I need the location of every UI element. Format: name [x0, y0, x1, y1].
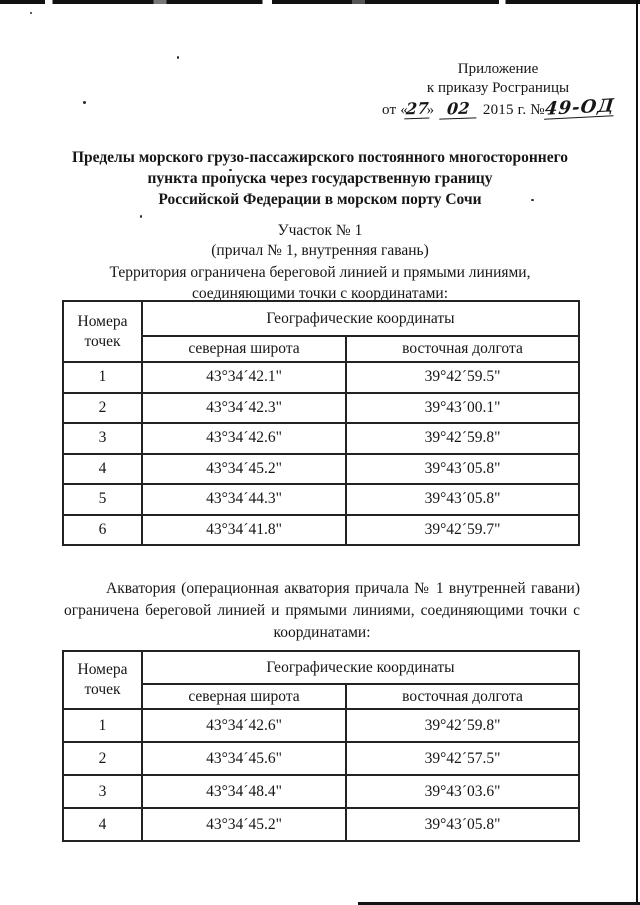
table-row: 2 43°34´42.3" 39°43´00.1" [62, 391, 580, 424]
handwritten-month: 02 [439, 98, 478, 120]
longitude-value: 39°42´59.8" [345, 708, 580, 743]
title-line-2: пункта пропуска через государственную гр… [147, 170, 493, 187]
column-header-geographic-coordinates: Географические координаты [141, 650, 580, 685]
column-header-geographic-coordinates: Географические координаты [141, 300, 580, 337]
section-heading-uchastok: Участок № 1 [277, 222, 363, 239]
longitude-value: 39°43´05.8" [345, 452, 580, 485]
latitude-value: 43°34´42.6" [141, 422, 347, 455]
point-number: 2 [62, 391, 143, 424]
scan-speckle [140, 215, 142, 218]
longitude-value: 39°42´59.8" [345, 422, 580, 455]
scan-speckle [177, 56, 179, 59]
latitude-value: 43°34´44.3" [141, 483, 347, 516]
longitude-value: 39°43´05.8" [345, 483, 580, 516]
longitude-value: 39°43´00.1" [345, 391, 580, 424]
point-number: 3 [62, 422, 143, 455]
point-number: 2 [62, 741, 143, 776]
latitude-value: 43°34´45.2" [141, 807, 347, 842]
latitude-value: 43°34´42.6" [141, 708, 347, 743]
handwritten-day: 27 [404, 98, 431, 120]
territory-coordinates-table: Номера точек Географические координаты с… [62, 300, 580, 546]
longitude-value: 39°42´57.5" [345, 741, 580, 776]
point-number: 1 [62, 708, 143, 743]
point-number: 3 [62, 774, 143, 809]
point-number: 4 [62, 807, 143, 842]
point-number: 4 [62, 452, 143, 485]
annex-line-prilozhenie: Приложение [457, 61, 539, 77]
title-line-1: Пределы морского грузо-пассажирского пос… [71, 149, 569, 166]
scan-artifact-top-edge [0, 0, 640, 4]
table-row: 6 43°34´41.8" 39°42´59.7" [62, 513, 580, 546]
water-area-coordinates-table: Номера точек Географические координаты с… [62, 650, 580, 842]
longitude-value: 39°43´03.6" [345, 774, 580, 809]
table-row: 5 43°34´44.3" 39°43´05.8" [62, 483, 580, 516]
section-heading-prichal: (причал № 1, внутренняя гавань) [211, 242, 429, 259]
column-header-north-latitude: северная широта [141, 683, 347, 710]
point-number: 1 [62, 361, 143, 394]
scan-speckle [30, 12, 32, 14]
column-header-east-longitude: восточная долгота [345, 335, 580, 363]
water-area-paragraph: Акватория (операционная акватория причал… [64, 580, 580, 641]
column-header-point-numbers: Номера точек [62, 300, 143, 363]
annex-header-block: Приложение к приказу Росграницы от «27» … [372, 60, 624, 120]
scan-speckle [531, 199, 534, 201]
scan-artifact-bottom-edge [358, 902, 640, 905]
date-close-quote: » [426, 102, 435, 118]
handwritten-order-number: 49-ОД [543, 95, 616, 120]
point-number: 6 [62, 513, 143, 546]
longitude-value: 39°43´05.8" [345, 807, 580, 842]
table-row: 1 43°34´42.6" 39°42´59.8" [62, 708, 580, 743]
scan-artifact-right-edge [636, 0, 638, 905]
date-year-label: 2015 г. № [482, 102, 545, 118]
table-row: 4 43°34´45.2" 39°43´05.8" [62, 807, 580, 842]
longitude-value: 39°42´59.5" [345, 361, 580, 394]
territory-paragraph: Территория ограничена береговой линией и… [109, 264, 531, 302]
column-header-east-longitude: восточная долгота [345, 683, 580, 710]
point-number: 5 [62, 483, 143, 516]
latitude-value: 43°34´48.4" [141, 774, 347, 809]
latitude-value: 43°34´45.2" [141, 452, 347, 485]
column-header-north-latitude: северная широта [141, 335, 347, 363]
annex-date-line: от «27» 02 2015 г. №49-ОД [372, 95, 624, 120]
latitude-value: 43°34´42.1" [141, 361, 347, 394]
title-line-3: Российской Федерации в морском порту Соч… [158, 191, 482, 208]
table-row: 1 43°34´42.1" 39°42´59.5" [62, 361, 580, 394]
annex-line-order: к приказу Росграницы [426, 80, 570, 96]
latitude-value: 43°34´41.8" [141, 513, 347, 546]
table-row: 2 43°34´45.6" 39°42´57.5" [62, 741, 580, 776]
date-prefix: от « [382, 102, 408, 118]
latitude-value: 43°34´42.3" [141, 391, 347, 424]
table-row: 4 43°34´45.2" 39°43´05.8" [62, 452, 580, 485]
scan-speckle [229, 169, 232, 171]
column-header-point-numbers: Номера точек [62, 650, 143, 710]
latitude-value: 43°34´45.6" [141, 741, 347, 776]
longitude-value: 39°42´59.7" [345, 513, 580, 546]
table-row: 3 43°34´42.6" 39°42´59.8" [62, 422, 580, 455]
document-title: Пределы морского грузо-пассажирского пос… [58, 147, 582, 210]
scan-speckle [83, 101, 86, 104]
table-row: 3 43°34´48.4" 39°43´03.6" [62, 774, 580, 809]
